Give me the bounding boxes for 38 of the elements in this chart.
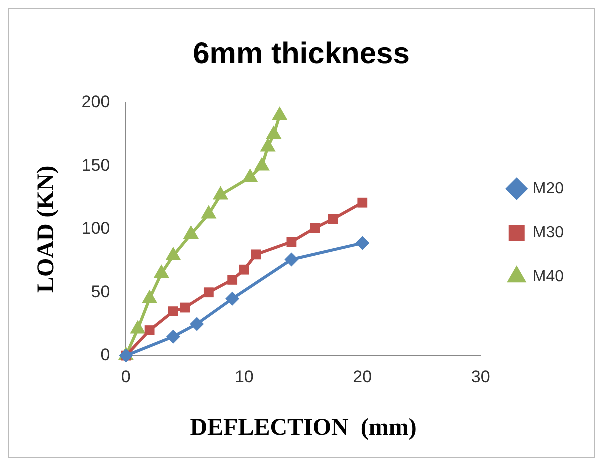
point <box>228 275 238 285</box>
x-tick-label: 20 <box>353 368 372 387</box>
point <box>284 252 299 267</box>
point <box>266 126 282 140</box>
point <box>242 168 258 182</box>
point <box>310 223 320 234</box>
y-tick-label: 150 <box>82 156 110 175</box>
point <box>358 198 368 208</box>
point <box>251 250 262 260</box>
point <box>260 138 276 152</box>
x-tick-label: 30 <box>471 368 490 387</box>
chart-title: 6mm thickness <box>193 37 410 70</box>
point <box>356 236 370 250</box>
point <box>144 326 155 336</box>
point <box>239 264 250 275</box>
legend-label: M20 <box>532 180 564 198</box>
x-tick-label: 10 <box>234 368 254 387</box>
point <box>166 330 180 344</box>
point <box>201 205 217 219</box>
point <box>226 292 240 306</box>
point <box>168 306 178 317</box>
point <box>212 186 229 200</box>
point <box>272 106 288 120</box>
y-tick-label: 100 <box>82 219 110 238</box>
y-tick-label: 0 <box>100 345 110 364</box>
point <box>180 302 190 313</box>
legend-label: M40 <box>532 268 564 286</box>
point <box>286 237 297 247</box>
point <box>328 214 338 224</box>
x-axis-title: DEFLECTION (mm) <box>190 414 417 441</box>
x-tick-label: 0 <box>121 368 131 387</box>
point <box>254 157 270 171</box>
legend-label: M30 <box>532 224 564 242</box>
y-axis-title: LOAD (KN) <box>34 166 60 294</box>
point <box>190 317 204 332</box>
y-tick-label: 200 <box>82 92 110 112</box>
point <box>204 288 214 298</box>
y-tick-label: 50 <box>91 282 110 302</box>
